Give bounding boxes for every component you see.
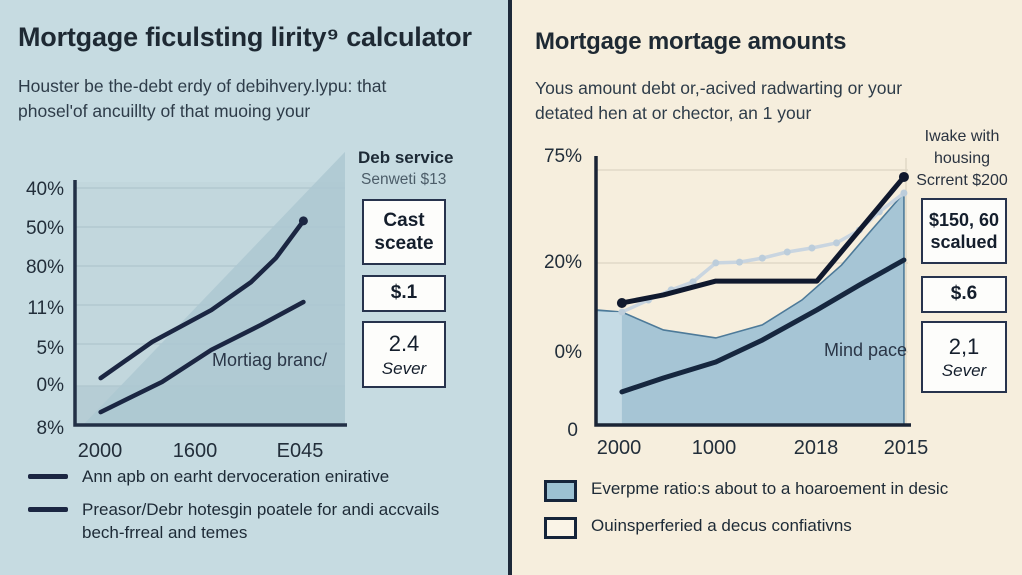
left-ytick-6: 8% <box>36 418 64 439</box>
right-xtick-2: 2018 <box>793 437 839 459</box>
right-value-box-2: $.6 <box>921 276 1007 313</box>
right-xtick-3: 2015 <box>883 437 929 459</box>
left-legend-row-2: Preasor/Debr hotesgin poatele for andi a… <box>28 499 478 545</box>
right-box1-value: $150, 60 <box>928 209 1000 230</box>
right-sidebar-heading-line1: Iwake with <box>924 128 1000 145</box>
left-legend-row-1: Ann apb on earht dervoceration enirative <box>28 466 478 489</box>
right-sidebar-heading-line2: housing <box>933 150 991 168</box>
right-box3-caption: Sever <box>941 361 987 381</box>
panel-divider <box>508 0 512 575</box>
line-swatch-icon <box>28 506 68 512</box>
right-box2-value: $.6 <box>950 283 978 305</box>
right-subtitle-line2: detated hen at or chector, an 1 your <box>535 102 812 123</box>
left-ytick-5: 0% <box>36 375 64 396</box>
left-box1-value: Cast <box>383 209 425 231</box>
right-value-box-3: 2,1 Sever <box>921 321 1007 393</box>
left-box1-caption: sceate <box>374 233 434 255</box>
right-area-chart <box>594 156 911 427</box>
left-xtick-0: 2000 <box>77 440 123 462</box>
right-sidebar-heading: Iwake with housing Scrrent $200 <box>906 126 1018 192</box>
left-box2-value: $.1 <box>390 282 418 304</box>
right-chart-annotation: Mind pace <box>824 340 908 360</box>
left-value-box-3: 2.4 Sever <box>362 321 446 388</box>
right-legend-row-1: Everpme ratio:s about to a hoaroement in… <box>544 478 1004 502</box>
left-subtitle-line2: phosel'of ancuillty of that muoing your <box>18 100 311 121</box>
line-swatch-icon <box>28 474 68 479</box>
left-panel-subtitle: Houster be the-debt erdy of debihvery.ly… <box>18 74 498 124</box>
filled-square-swatch-icon <box>544 480 577 502</box>
right-panel-subtitle: Yous amount debt or,-acived radwarting o… <box>535 76 1015 126</box>
right-panel: Mortgage mortage amounts Yous amount deb… <box>512 0 1022 575</box>
left-box3-caption: Sever <box>381 358 427 378</box>
left-subtitle-line1: Houster be the-debt erdy of debihvery.ly… <box>18 76 387 96</box>
left-line-chart <box>73 151 347 427</box>
right-xtick-0: 2000 <box>596 437 642 459</box>
right-sidebar-heading-line3: Scrrent $200 <box>916 172 1008 190</box>
left-sidebar-subheading: Senweti $13 <box>361 171 447 188</box>
left-ytick-2: 80% <box>25 257 64 278</box>
left-panel: Mortgage ficulsting lirity⁹ calculator H… <box>0 0 508 575</box>
left-legend: Ann apb on earht dervoceration enirative… <box>28 466 478 545</box>
right-legend: Everpme ratio:s about to a hoaroement in… <box>544 478 1004 539</box>
left-ytick-4: 5% <box>36 338 64 359</box>
left-value-box-2: $.1 <box>362 275 446 312</box>
left-value-box-1: Cast sceate <box>362 199 446 265</box>
right-value-box-1: $150, 60 scalued <box>921 198 1007 264</box>
right-legend-row-2: Ouinsperferied a decus confiativns <box>544 515 1004 539</box>
left-sidebar-heading: Deb service <box>358 148 454 167</box>
left-legend-label-2: Preasor/Debr hotesgin poatele for andi a… <box>82 499 440 542</box>
left-xtick-1: 1600 <box>172 440 218 462</box>
right-subtitle-line1: Yous amount debt or,-acived radwarting o… <box>535 78 903 98</box>
left-xtick-2: E045 <box>276 440 324 462</box>
right-ytick-2: 0% <box>554 342 582 363</box>
left-ytick-1: 50% <box>25 218 64 239</box>
empty-square-swatch-icon <box>544 517 577 539</box>
right-panel-title: Mortgage mortage amounts <box>535 28 847 55</box>
right-box1-caption: scalued <box>930 232 998 253</box>
left-box3-value: 2.4 <box>388 331 420 357</box>
right-origin-label: 0 <box>567 420 578 441</box>
right-box3-value: 2,1 <box>948 333 980 359</box>
right-ytick-0: 75% <box>543 146 582 167</box>
right-xtick-1: 1000 <box>691 437 737 459</box>
right-ytick-1: 20% <box>543 252 582 273</box>
left-panel-title: Mortgage ficulsting lirity⁹ calculator <box>18 22 472 52</box>
right-legend-label-1: Everpme ratio:s about to a hoaroement in… <box>591 479 949 498</box>
left-ytick-0: 40% <box>25 179 64 200</box>
left-legend-label-1: Ann apb on earht dervoceration enirative <box>82 467 390 486</box>
left-ytick-3: 11% <box>27 298 64 319</box>
right-legend-label-2: Ouinsperferied a decus confiativns <box>591 516 852 535</box>
left-chart-annotation: Mortiag branc/ <box>212 350 328 370</box>
